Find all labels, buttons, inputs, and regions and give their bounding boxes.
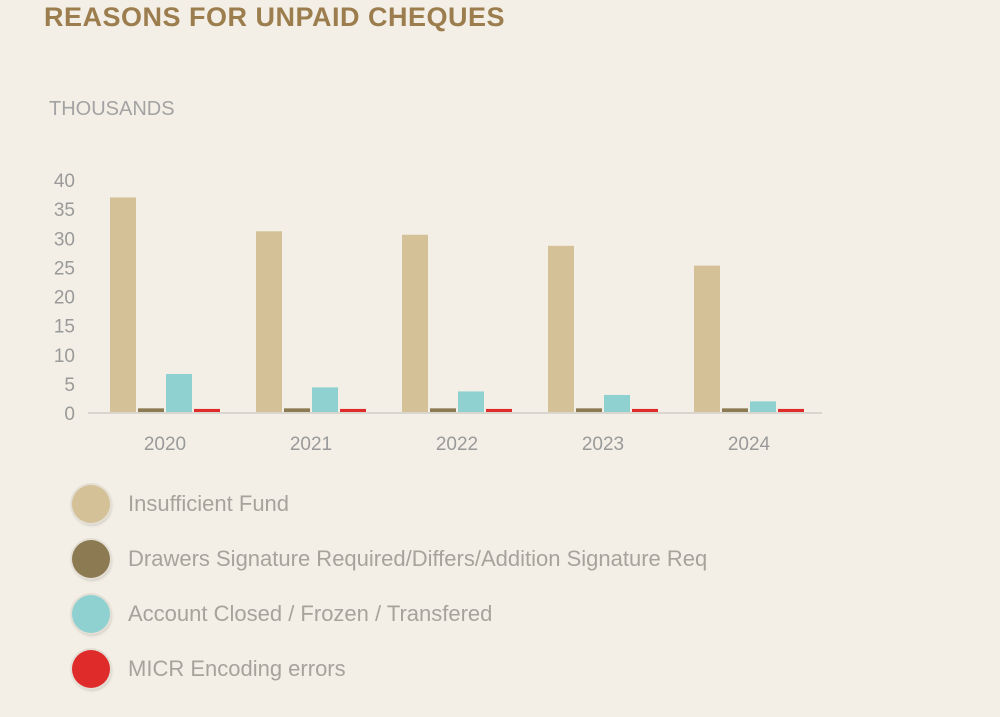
- bar-2023-series-1: [548, 245, 574, 413]
- bar-2024-series-4: [778, 408, 804, 413]
- y-tick-label: 0: [64, 404, 75, 425]
- x-tick-label: 2021: [290, 434, 332, 455]
- y-tick-label: 5: [64, 375, 75, 396]
- bar-2020-series-4: [194, 408, 220, 413]
- x-tick-label: 2024: [728, 434, 771, 455]
- bar-2024-series-2: [722, 408, 748, 413]
- legend-label: Insufficient Fund: [128, 490, 290, 516]
- bar-2024-series-3: [750, 401, 776, 413]
- x-axis-ticks: 2020 2021 2022 2023 2024: [144, 434, 771, 455]
- legend-swatch: [72, 594, 110, 633]
- chart-title: REASONS FOR UNPAID CHEQUES: [44, 2, 506, 32]
- bar-2022-series-2: [430, 408, 456, 413]
- y-tick-label: 30: [54, 229, 75, 250]
- bar-2023-series-4: [632, 408, 658, 413]
- y-tick-label: 25: [54, 258, 75, 279]
- legend-swatch: [72, 539, 110, 578]
- y-tick-label: 15: [54, 317, 75, 338]
- y-axis-unit-label: THOUSANDS: [49, 98, 175, 120]
- bar-2021-series-1: [256, 231, 282, 413]
- bar-2021-series-3: [312, 387, 338, 413]
- bar-2023-series-2: [576, 408, 602, 413]
- bar-2022-series-4: [486, 408, 512, 413]
- legend-label: MICR Encoding errors: [128, 655, 346, 681]
- legend-item: Insufficient Fund: [72, 476, 707, 531]
- legend: Insufficient Fund Drawers Signature Requi…: [72, 476, 707, 696]
- legend-label: Account Closed / Frozen / Transfered: [128, 600, 493, 626]
- bar-2020-series-2: [138, 408, 164, 413]
- bar-chart: 0 5 10 15 20 25 30 35 40 2020 2021 2022 2023 2024: [54, 171, 822, 455]
- y-tick-label: 35: [54, 200, 75, 221]
- legend-swatch: [72, 649, 110, 688]
- y-tick-label: 20: [54, 288, 75, 309]
- y-axis-ticks: 0 5 10 15 20 25 30 35 40: [54, 171, 75, 425]
- bar-2024-series-1: [694, 265, 720, 413]
- legend-item: MICR Encoding errors: [72, 641, 707, 696]
- bar-2020-series-3: [166, 373, 192, 413]
- legend-swatch: [72, 484, 110, 523]
- legend-item: Account Closed / Frozen / Transfered: [72, 586, 707, 641]
- bar-2021-series-2: [284, 408, 310, 413]
- bar-2021-series-4: [340, 408, 366, 413]
- bar-2022-series-3: [458, 391, 484, 413]
- bar-2020-series-1: [110, 197, 136, 413]
- x-tick-label: 2020: [144, 434, 186, 455]
- bar-2022-series-1: [402, 234, 428, 413]
- legend-item: Drawers Signature Required/Differs/Addit…: [72, 531, 707, 586]
- y-tick-label: 40: [54, 171, 75, 192]
- bar-2023-series-3: [604, 394, 630, 413]
- bars: [110, 197, 804, 413]
- legend-label: Drawers Signature Required/Differs/Addit…: [128, 545, 708, 571]
- x-tick-label: 2022: [436, 434, 478, 455]
- x-tick-label: 2023: [582, 434, 624, 455]
- y-tick-label: 10: [54, 346, 75, 367]
